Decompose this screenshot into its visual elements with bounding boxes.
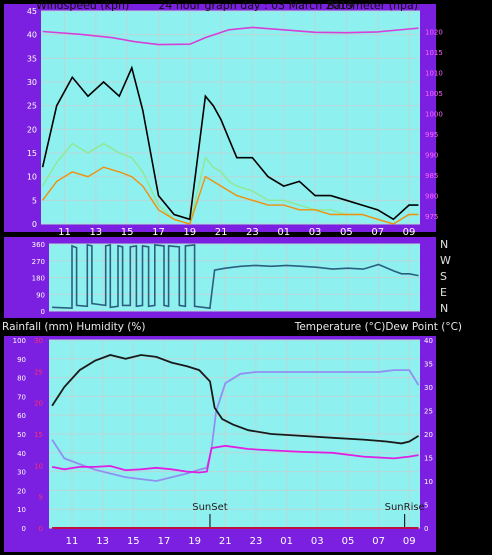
temperature-tick-label: 15 <box>424 455 433 463</box>
windspeed-tick-label: 5 <box>32 196 37 205</box>
direction-tick-label: 270 <box>32 258 45 266</box>
rainfall-tick-label: 20 <box>34 400 43 408</box>
temp-x-tick-label: 01 <box>280 536 293 547</box>
compass-east: E <box>440 286 447 299</box>
temp-x-tick-label: 21 <box>219 536 232 547</box>
barometer-tick-label: 1010 <box>425 69 443 77</box>
temp-x-tick-label: 05 <box>342 536 355 547</box>
humidity-tick-label: 10 <box>17 506 26 514</box>
temp-x-tick-label: 19 <box>188 536 201 547</box>
humidity-tick-label: 40 <box>17 450 26 458</box>
barometer-tick-label: 995 <box>425 131 438 139</box>
windspeed-axis-title: Windspeed (kph) <box>36 0 129 12</box>
compass-south: S <box>440 270 447 283</box>
temperature-dewpoint-axis-title: Temperature (°C)Dew Point (°C) <box>294 321 462 333</box>
barometer-line <box>42 26 419 46</box>
rainfall-tick-label: 30 <box>34 337 43 345</box>
rainfall-tick-label: 0 <box>39 525 43 533</box>
barometer-tick-label: 1015 <box>425 49 443 57</box>
wind-average-line <box>42 166 419 225</box>
temp-x-tick-label: 13 <box>96 536 109 547</box>
barometer-axis-title: Barometer (hpa) <box>327 0 418 12</box>
windspeed-tick-label: 20 <box>27 125 37 134</box>
wind-direction-line <box>52 243 419 310</box>
wind-x-tick-label: 19 <box>183 227 196 238</box>
windspeed-tick-label: 10 <box>27 173 37 182</box>
wind-x-tick-label: 07 <box>371 227 384 238</box>
direction-tick-label: 90 <box>36 291 45 299</box>
sunrise-label: SunRise <box>385 502 425 513</box>
barometer-tick-label: 975 <box>425 213 438 221</box>
barometer-tick-label: 1000 <box>425 110 443 118</box>
humidity-tick-label: 80 <box>17 375 26 383</box>
temp-x-tick-label: 09 <box>403 536 416 547</box>
wind-gust-line <box>41 65 419 221</box>
temperature-tick-label: 10 <box>424 478 433 486</box>
temperature-tick-label: 40 <box>424 337 433 345</box>
barometer-tick-label: 980 <box>425 192 438 200</box>
windspeed-tick-label: 40 <box>27 31 37 40</box>
windspeed-tick-label: 45 <box>27 7 37 16</box>
windspeed-tick-label: 25 <box>27 102 37 111</box>
rainfall-tick-label: 25 <box>34 368 43 376</box>
windspeed-tick-label: 35 <box>27 54 37 63</box>
humidity-tick-label: 90 <box>17 356 26 364</box>
rainfall-tick-label: 10 <box>34 462 43 470</box>
tick-labels: 11 13 15 17 19 21 23 01 03 05 07 090510152025303540… <box>13 7 443 547</box>
temperature-line <box>51 354 419 445</box>
wind-x-tick-label: 17 <box>152 227 165 238</box>
temp-x-tick-label: 15 <box>127 536 140 547</box>
wind-x-tick-label: 09 <box>403 227 416 238</box>
barometer-tick-label: 985 <box>425 172 438 180</box>
rainfall-humidity-axis-title: Rainfall (mm) Humidity (%) <box>2 321 145 333</box>
wind-x-tick-label: 01 <box>277 227 290 238</box>
wind-x-tick-label: 23 <box>246 227 259 238</box>
sunset-label: SunSet <box>192 502 228 513</box>
windspeed-tick-label: 30 <box>27 78 37 87</box>
barometer-tick-label: 1020 <box>425 28 443 36</box>
temperature-tick-label: 0 <box>424 525 428 533</box>
wind-x-tick-label: 21 <box>215 227 228 238</box>
temperature-tick-label: 30 <box>424 384 433 392</box>
temperature-tick-label: 20 <box>424 431 433 439</box>
humidity-tick-label: 100 <box>13 337 26 345</box>
humidity-tick-label: 30 <box>17 469 26 477</box>
dewpoint-line <box>51 444 419 474</box>
temp-x-tick-label: 03 <box>311 536 324 547</box>
temp-x-tick-label: 11 <box>66 536 79 547</box>
wind-x-tick-label: 15 <box>121 227 134 238</box>
temp-x-tick-label: 07 <box>372 536 385 547</box>
humidity-tick-label: 70 <box>17 393 26 401</box>
temperature-tick-label: 25 <box>424 408 433 416</box>
direction-tick-label: 180 <box>32 275 45 283</box>
rainfall-tick-label: 5 <box>39 494 43 502</box>
humidity-tick-label: 0 <box>22 525 26 533</box>
compass-north-top: N <box>440 238 448 251</box>
temperature-tick-label: 5 <box>424 502 428 510</box>
barometer-tick-label: 990 <box>425 151 438 159</box>
wind-x-tick-label: 11 <box>58 227 71 238</box>
temperature-tick-label: 35 <box>424 361 433 369</box>
barometer-tick-label: 1005 <box>425 90 443 98</box>
wind-pressure-plot <box>41 11 420 224</box>
wind-x-tick-label: 03 <box>309 227 322 238</box>
humidity-tick-label: 50 <box>17 431 26 439</box>
temp-x-tick-label: 23 <box>250 536 263 547</box>
direction-tick-label: 360 <box>32 241 45 249</box>
wind-x-tick-label: 05 <box>340 227 353 238</box>
compass-west: W <box>440 254 451 267</box>
rainfall-tick-label: 15 <box>34 431 43 439</box>
graph-title: 24 hour graph day : 03 March 2019 <box>158 0 353 12</box>
humidity-tick-label: 20 <box>17 487 26 495</box>
windspeed-tick-label: 0 <box>32 220 37 229</box>
compass-north-bottom: N <box>440 302 448 315</box>
temp-x-tick-label: 17 <box>158 536 171 547</box>
direction-tick-label: 0 <box>41 308 45 316</box>
series-lines <box>41 26 420 529</box>
windspeed-tick-label: 15 <box>27 149 37 158</box>
wind-x-tick-label: 13 <box>89 227 102 238</box>
humidity-tick-label: 60 <box>17 412 26 420</box>
